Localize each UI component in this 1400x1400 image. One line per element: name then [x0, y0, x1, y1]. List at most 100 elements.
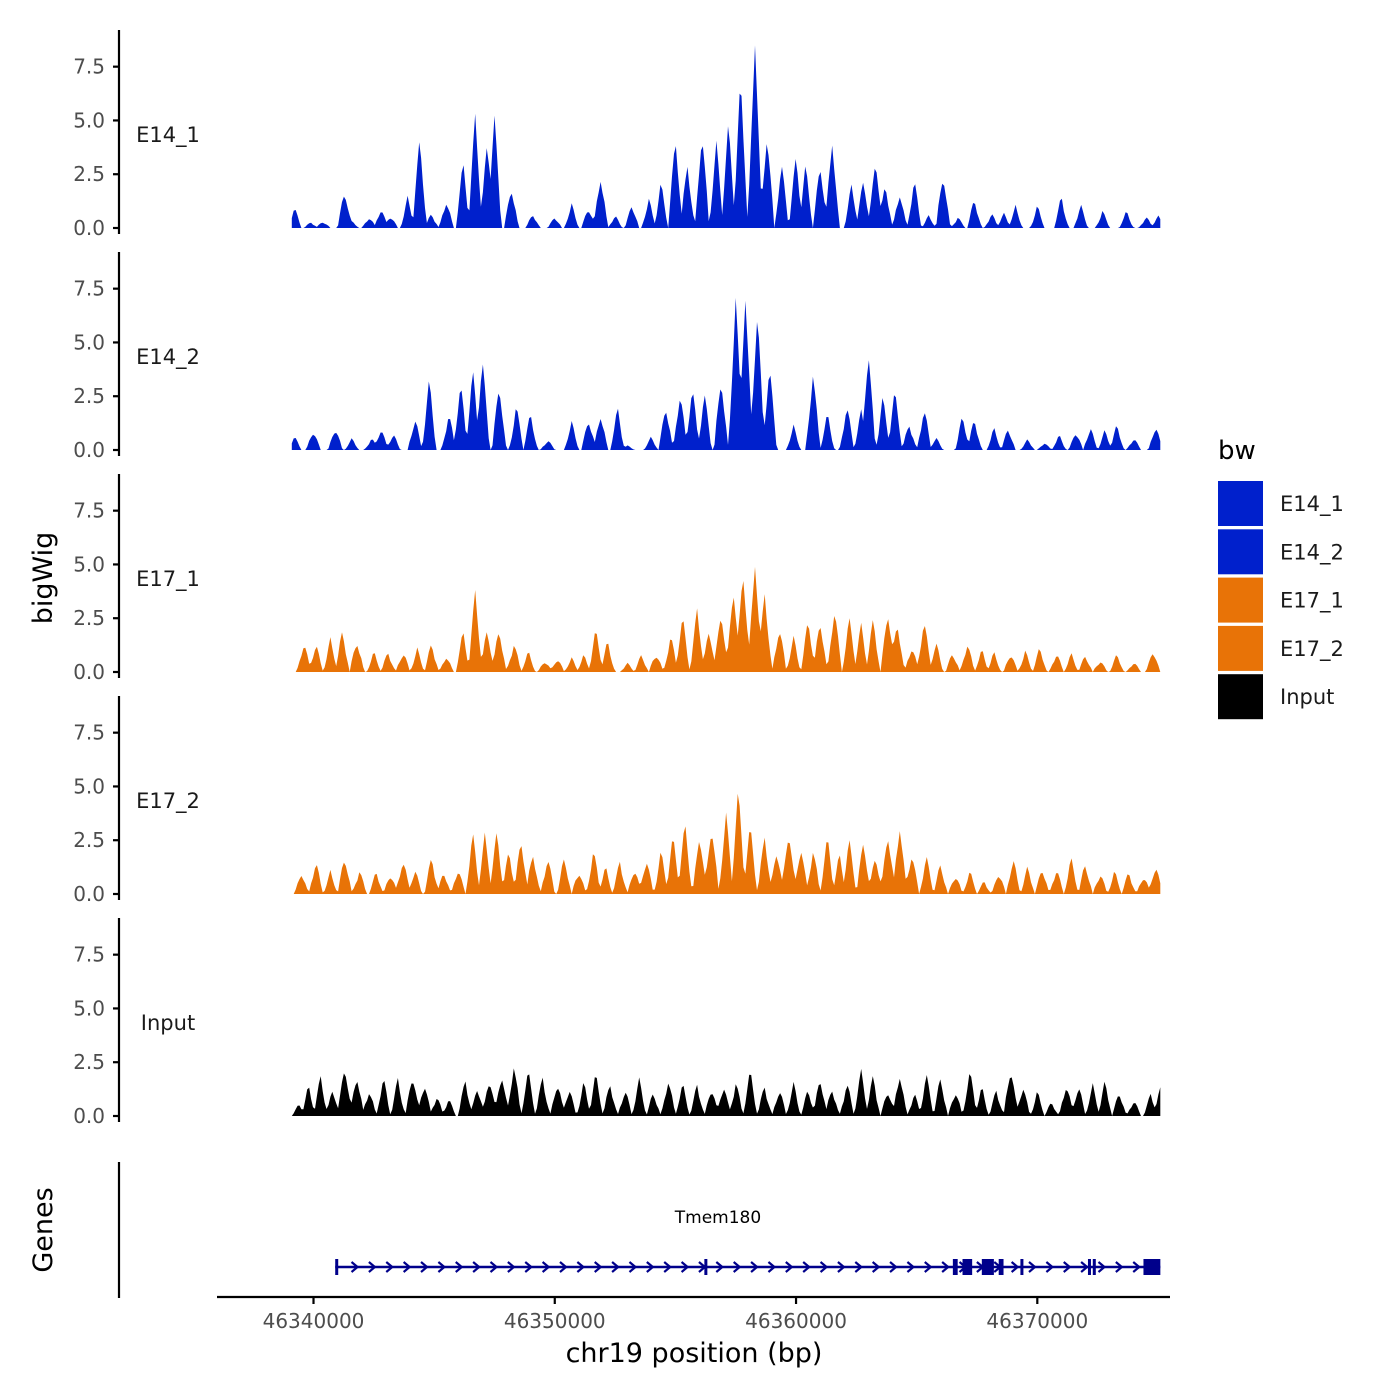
- track-label: E17_1: [136, 567, 200, 592]
- legend-swatch-e14-2: [1218, 529, 1263, 575]
- y-tick-label: 2.5: [73, 384, 105, 408]
- strand-arrow: [594, 1261, 603, 1273]
- strand-arrow: [628, 1261, 638, 1273]
- x-axis: chr19 position (bp) 46340000 46350000 4636…: [217, 1295, 1170, 1369]
- x-tick-label: 46370000: [986, 1309, 1088, 1333]
- legend-label: Input: [1280, 685, 1334, 709]
- strand-arrow: [646, 1261, 655, 1273]
- strand-arrow: [871, 1261, 881, 1273]
- strand-arrow: [437, 1261, 447, 1273]
- y-tick-label: 5.0: [73, 774, 105, 798]
- strand-arrow: [420, 1261, 429, 1273]
- strand-arrow: [1132, 1261, 1141, 1273]
- x-axis-title: chr19 position (bp): [566, 1338, 823, 1369]
- strand-arrow: [368, 1261, 377, 1273]
- track-e17-1: 0.0 2.5 5.0 7.5 E17_1: [73, 474, 1161, 684]
- strand-arrow: [1045, 1261, 1055, 1273]
- gene-exon: [998, 1259, 1004, 1275]
- y-tick-label: 7.5: [73, 499, 105, 523]
- gene-exon: [981, 1259, 994, 1275]
- strand-arrow: [1080, 1261, 1089, 1273]
- track-label: E14_1: [136, 123, 200, 148]
- y-tick-label: 2.5: [73, 1050, 105, 1074]
- gene-exon: [1143, 1259, 1161, 1275]
- signal-area-e14-1: [291, 45, 1161, 229]
- gene-exon: [952, 1259, 958, 1275]
- signal-area-input: [291, 1068, 1161, 1116]
- strand-arrow: [715, 1261, 725, 1273]
- x-tick-label: 46360000: [745, 1309, 847, 1333]
- y-tick-label: 5.0: [73, 552, 105, 576]
- y-tick-label: 0.0: [73, 438, 105, 462]
- legend-swatch-input: [1218, 674, 1263, 720]
- y-tick-label: 0.0: [73, 216, 105, 240]
- strand-arrow: [802, 1261, 811, 1273]
- strand-arrow: [767, 1261, 777, 1273]
- y-tick-label: 7.5: [73, 55, 105, 79]
- y-tick-label: 7.5: [73, 943, 105, 967]
- legend-label: E14_2: [1280, 540, 1344, 565]
- track-label: Input: [141, 1011, 195, 1035]
- gene-exon: [335, 1259, 339, 1275]
- strand-arrow: [837, 1261, 846, 1273]
- x-tick-label: 46350000: [504, 1309, 606, 1333]
- strand-arrow: [350, 1261, 360, 1273]
- y-tick-label: 2.5: [73, 828, 105, 852]
- track-e17-2: 0.0 2.5 5.0 7.5 E17_2: [73, 696, 1161, 906]
- strand-arrow: [524, 1261, 533, 1273]
- legend-title: bw: [1218, 436, 1256, 466]
- y-tick-label: 2.5: [73, 162, 105, 186]
- signal-tracks: 0.0 2.5 5.0 7.5 E14_1 0.0 2.5 5.0 7.5 E14_2 0.0 2.5…: [73, 30, 1161, 1128]
- track-label: E14_2: [136, 345, 200, 370]
- strand-arrow: [472, 1261, 481, 1273]
- strand-arrow: [1010, 1261, 1020, 1273]
- strand-arrow: [1028, 1261, 1037, 1273]
- gene-exon: [962, 1259, 973, 1275]
- gene-exon: [1020, 1259, 1024, 1275]
- strand-arrow: [559, 1261, 568, 1273]
- y-tick-label: 0.0: [73, 882, 105, 906]
- signal-area-e17-2: [291, 793, 1161, 894]
- strand-arrow: [576, 1261, 586, 1273]
- legend-label: E14_1: [1280, 492, 1344, 517]
- legend-swatch-e14-1: [1218, 481, 1263, 526]
- gene-model: [335, 1259, 1161, 1275]
- y-tick-label: 7.5: [73, 721, 105, 745]
- y-tick-label: 7.5: [73, 277, 105, 301]
- strand-arrow: [819, 1261, 829, 1273]
- x-tick-label: 46340000: [263, 1309, 365, 1333]
- y-axis-title: bigWig: [28, 532, 59, 625]
- strand-arrow: [402, 1261, 412, 1273]
- legend-label: E17_2: [1280, 637, 1344, 662]
- strand-arrow: [611, 1261, 620, 1273]
- y-tick-label: 5.0: [73, 330, 105, 354]
- genes-track: Genes Tmem180: [28, 1162, 1161, 1298]
- gene-exon: [1087, 1259, 1091, 1275]
- y-tick-label: 5.0: [73, 108, 105, 132]
- strand-arrow: [541, 1261, 551, 1273]
- strand-arrow: [854, 1261, 864, 1273]
- genes-track-title: Genes: [28, 1187, 59, 1272]
- strand-arrow: [680, 1261, 690, 1273]
- strand-arrow: [455, 1261, 464, 1273]
- legend-swatch-e17-1: [1218, 577, 1263, 623]
- strand-arrow: [941, 1261, 950, 1273]
- strand-arrow: [732, 1261, 742, 1273]
- legend-swatch-e17-2: [1218, 625, 1263, 671]
- gene-label: Tmem180: [674, 1208, 761, 1228]
- y-tick-label: 5.0: [73, 996, 105, 1020]
- strand-arrow: [663, 1261, 672, 1273]
- strand-arrow: [750, 1261, 759, 1273]
- gene-exon: [1092, 1259, 1096, 1275]
- strand-arrow: [1063, 1261, 1072, 1273]
- gene-exon: [704, 1259, 708, 1275]
- y-tick-label: 0.0: [73, 1104, 105, 1128]
- track-label: E17_2: [136, 789, 200, 814]
- legend: bw E14_1 E14_2 E17_1 E17_2 Input: [1218, 436, 1344, 720]
- y-tick-label: 0.0: [73, 660, 105, 684]
- signal-area-e14-2: [291, 297, 1161, 450]
- track-e14-2: 0.0 2.5 5.0 7.5 E14_2: [73, 252, 1161, 462]
- legend-label: E17_1: [1280, 589, 1344, 614]
- signal-area-e17-1: [291, 566, 1161, 672]
